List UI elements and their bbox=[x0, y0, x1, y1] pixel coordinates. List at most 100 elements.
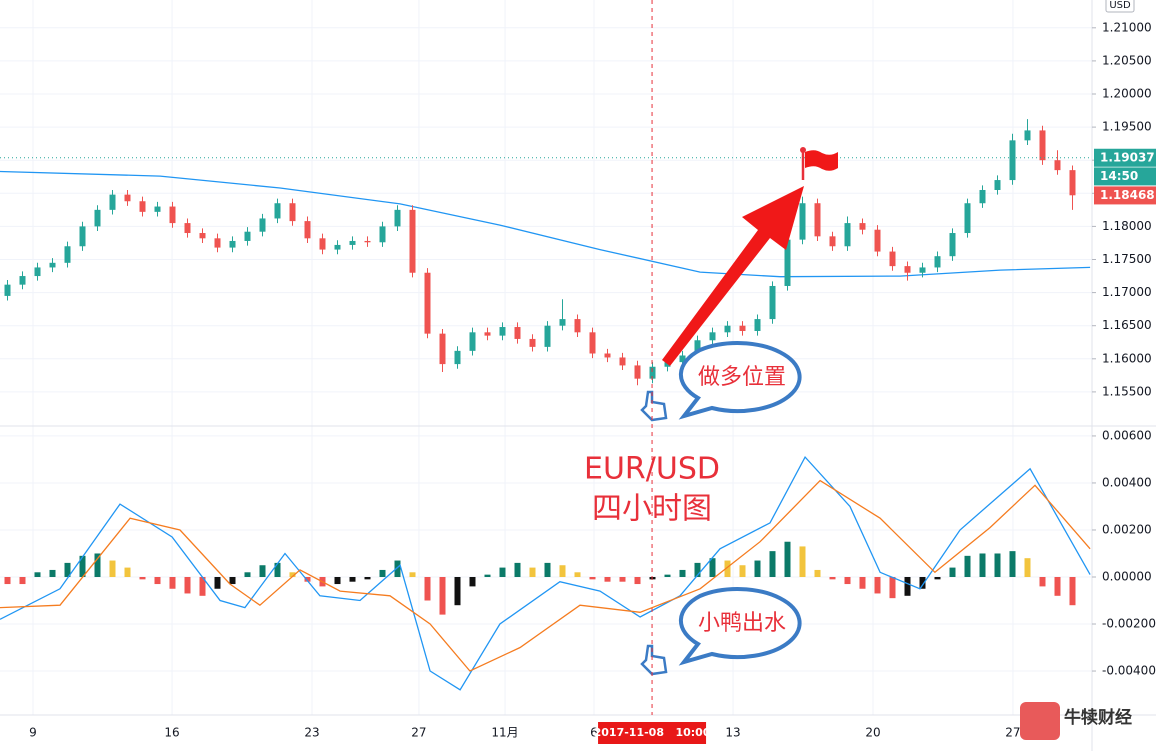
histogram-bar bbox=[589, 576, 596, 580]
histogram-bar bbox=[169, 576, 176, 589]
candle-body bbox=[4, 284, 11, 296]
candle-body bbox=[154, 206, 161, 212]
histogram-bar bbox=[964, 555, 971, 577]
candle-body bbox=[709, 332, 716, 341]
candle-body bbox=[769, 285, 776, 320]
indicator-line bbox=[0, 479, 1091, 672]
candle-body bbox=[799, 203, 806, 240]
candle-body bbox=[694, 340, 701, 356]
candle-body bbox=[409, 209, 416, 273]
candle-body bbox=[904, 266, 911, 273]
histogram-bar bbox=[244, 572, 251, 577]
y-tick-label: 1.19500 bbox=[1102, 120, 1152, 134]
histogram-bar bbox=[619, 576, 626, 582]
candle-body bbox=[349, 240, 356, 245]
histogram-bar bbox=[859, 576, 866, 589]
histogram-bar bbox=[124, 567, 131, 577]
histogram-bar bbox=[1069, 576, 1076, 606]
y-tick-label: 0.00600 bbox=[1102, 428, 1152, 442]
unit-box bbox=[1105, 0, 1135, 13]
x-tick-label: 27 bbox=[411, 726, 426, 740]
candle-body bbox=[1009, 140, 1016, 181]
candle-body bbox=[274, 203, 281, 219]
histogram-bar bbox=[799, 546, 806, 577]
candle-body bbox=[934, 256, 941, 268]
histogram-bar bbox=[499, 567, 506, 577]
candle-body bbox=[949, 233, 956, 257]
histogram-bar bbox=[604, 576, 611, 582]
x-tick-label: 6 bbox=[590, 726, 598, 740]
candle-body bbox=[634, 365, 641, 379]
y-tick-label: 1.18000 bbox=[1102, 219, 1152, 233]
histogram-bar bbox=[889, 576, 896, 599]
candle-body bbox=[754, 319, 761, 331]
candle-body bbox=[259, 218, 266, 232]
histogram-bar bbox=[829, 576, 836, 580]
candle-body bbox=[19, 276, 26, 285]
annotations: EUR/USD 四小时图 做多位置 小鸭出水 牛犊财经 bbox=[584, 147, 1132, 740]
histogram-bar bbox=[739, 565, 746, 577]
histogram-bar bbox=[1009, 551, 1016, 577]
histogram-bar bbox=[394, 560, 401, 577]
x-tick-label: 20 bbox=[865, 726, 880, 740]
candle-body bbox=[214, 238, 221, 248]
candle-body bbox=[619, 357, 626, 366]
histogram-bar bbox=[814, 569, 821, 577]
candle-body bbox=[379, 226, 386, 243]
candle-body bbox=[559, 319, 566, 326]
candle-body bbox=[499, 327, 506, 336]
price-label: 1.19037 bbox=[1100, 150, 1155, 164]
histogram-bar bbox=[424, 576, 431, 601]
y-tick-label: 1.21000 bbox=[1102, 20, 1152, 34]
x-tick-label: 23 bbox=[304, 726, 319, 740]
x-tick-label: 9 bbox=[29, 726, 37, 740]
histogram-bar bbox=[844, 576, 851, 585]
candle-body bbox=[604, 353, 611, 358]
histogram-bar bbox=[949, 567, 956, 577]
y-tick-label: 1.17500 bbox=[1102, 252, 1152, 266]
candle-body bbox=[1054, 160, 1061, 171]
histogram-bar bbox=[904, 576, 911, 596]
histogram-bar bbox=[259, 565, 266, 577]
histogram-bar bbox=[484, 574, 491, 577]
histogram-bar bbox=[19, 576, 26, 585]
candle-body bbox=[1039, 130, 1046, 161]
histogram-bar bbox=[154, 576, 161, 585]
indicator-line bbox=[0, 455, 1091, 691]
candle-body bbox=[574, 319, 581, 333]
histogram-bar bbox=[214, 576, 221, 589]
histogram-bar bbox=[454, 576, 461, 606]
indicator-line bbox=[0, 170, 1091, 278]
candle-body bbox=[994, 180, 1001, 190]
candle-body bbox=[169, 206, 176, 224]
x-tick-label: 16 bbox=[164, 726, 179, 740]
histogram-bar bbox=[409, 572, 416, 577]
y-tick-label: 1.16500 bbox=[1102, 318, 1152, 332]
candle-body bbox=[919, 267, 926, 273]
candle-body bbox=[859, 223, 866, 230]
candle-body bbox=[829, 236, 836, 247]
speech-bubble bbox=[678, 341, 802, 420]
candle-body bbox=[304, 221, 311, 239]
candle-body bbox=[784, 239, 791, 286]
histogram-bar bbox=[514, 562, 521, 577]
candle-body bbox=[454, 350, 461, 365]
crosshair-label-bg bbox=[598, 722, 707, 744]
histogram-bar bbox=[364, 576, 371, 580]
candle-body bbox=[664, 362, 671, 367]
candle-body bbox=[844, 223, 851, 247]
flag bbox=[805, 150, 838, 171]
histogram-bar bbox=[709, 558, 716, 577]
candle-body bbox=[979, 189, 986, 204]
candle-body bbox=[874, 229, 881, 252]
histogram-bar bbox=[994, 553, 1001, 577]
histogram-bar bbox=[1024, 558, 1031, 577]
candle-body bbox=[34, 267, 41, 277]
histogram-bar bbox=[694, 562, 701, 577]
price-label-bg bbox=[1094, 148, 1156, 167]
histogram-bar bbox=[229, 576, 236, 585]
last-price: 1.18468 bbox=[1100, 188, 1155, 202]
candle-body bbox=[469, 332, 476, 351]
flag-top bbox=[800, 147, 806, 153]
